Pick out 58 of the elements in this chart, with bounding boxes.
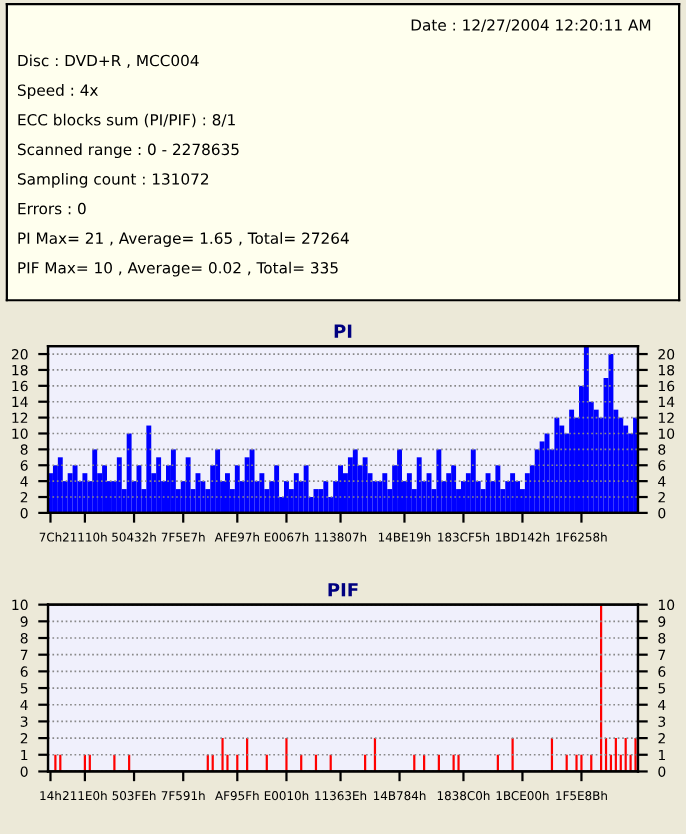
- bar: [52, 465, 58, 513]
- bar: [618, 417, 624, 513]
- bar: [593, 409, 599, 513]
- bar: [225, 473, 230, 513]
- bar: [377, 481, 383, 513]
- bar: [92, 449, 98, 513]
- bar: [146, 425, 152, 513]
- bar: [274, 465, 280, 513]
- bar: [436, 449, 442, 513]
- bar: [470, 449, 476, 513]
- bar: [416, 457, 422, 513]
- bar: [554, 417, 560, 513]
- bar: [362, 457, 368, 513]
- bar: [185, 457, 191, 513]
- bar: [539, 441, 545, 513]
- bar: [559, 425, 565, 513]
- bar: [259, 473, 265, 513]
- bar: [569, 409, 575, 513]
- bar: [382, 473, 388, 513]
- bar: [170, 449, 176, 513]
- bar: [338, 465, 343, 513]
- bar: [215, 449, 221, 513]
- bar: [406, 473, 412, 513]
- bar: [510, 473, 516, 513]
- bar: [72, 465, 78, 513]
- bar: [116, 457, 122, 513]
- bar: [460, 481, 466, 513]
- bar: [397, 449, 402, 513]
- bar: [318, 489, 324, 513]
- bar: [200, 481, 206, 513]
- bar: [244, 457, 250, 513]
- bar: [524, 473, 530, 513]
- bar: [495, 465, 501, 513]
- bar: [57, 457, 63, 513]
- bar: [126, 433, 132, 513]
- bar: [347, 457, 353, 513]
- bar: [303, 465, 309, 513]
- bar: [451, 465, 457, 513]
- bar: [67, 473, 73, 513]
- bar: [505, 481, 511, 513]
- bar: [446, 473, 452, 513]
- bar: [249, 449, 255, 513]
- bar: [623, 425, 629, 513]
- bar: [234, 465, 240, 513]
- bar: [102, 465, 108, 513]
- bar: [352, 449, 358, 513]
- chart-title: PIF: [328, 583, 358, 597]
- bar: [534, 449, 540, 513]
- bar: [608, 354, 614, 513]
- bar: [284, 481, 289, 513]
- bar: [156, 457, 162, 513]
- bar: [372, 481, 378, 513]
- bar: [82, 473, 88, 513]
- bar: [293, 473, 299, 513]
- bar: [323, 481, 329, 513]
- chart-title: PI: [334, 324, 352, 338]
- bar: [583, 346, 589, 513]
- bar: [515, 481, 520, 513]
